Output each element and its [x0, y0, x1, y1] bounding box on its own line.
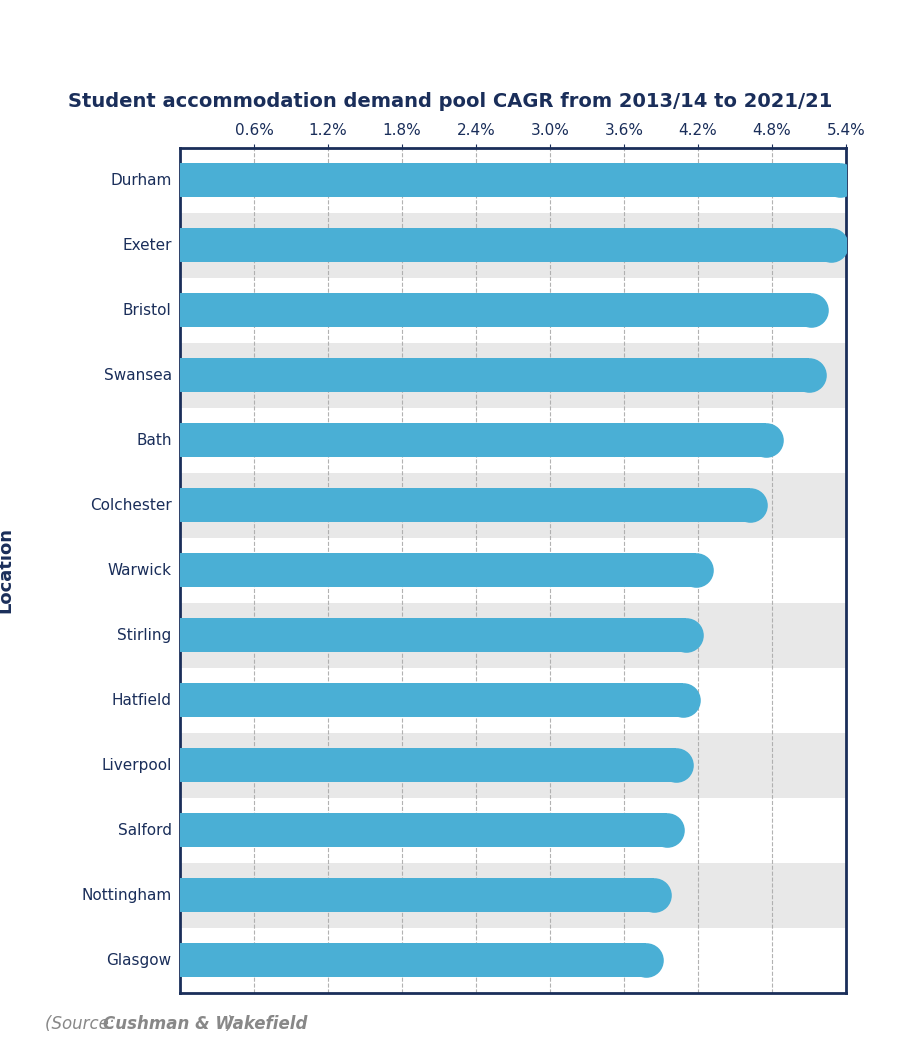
Bar — [180, 358, 809, 392]
Point — [639, 951, 653, 968]
Text: Student accommodation demand pool CAGR from 2013/14 to 2021/21: Student accommodation demand pool CAGR f… — [68, 92, 833, 111]
Bar — [180, 423, 766, 457]
Text: Cushman & Wakefield: Cushman & Wakefield — [104, 1015, 308, 1033]
Point — [679, 627, 693, 644]
Text: (Source:: (Source: — [45, 1015, 120, 1033]
Point — [759, 432, 773, 449]
Bar — [180, 603, 846, 667]
Point — [824, 237, 839, 253]
Bar — [180, 813, 667, 847]
Point — [676, 692, 690, 709]
Point — [669, 757, 683, 774]
Point — [832, 172, 847, 189]
Point — [688, 562, 703, 579]
Point — [805, 302, 819, 319]
Bar — [180, 683, 683, 717]
Bar — [180, 294, 812, 327]
Point — [660, 822, 674, 838]
Bar — [180, 619, 686, 653]
Text: ): ) — [227, 1015, 233, 1033]
Bar — [180, 488, 750, 522]
Bar — [180, 553, 696, 587]
Bar — [180, 343, 846, 408]
Point — [802, 366, 816, 383]
Bar — [180, 879, 653, 912]
Bar — [180, 733, 846, 797]
Bar — [180, 749, 676, 782]
Bar — [180, 213, 846, 278]
Bar — [180, 164, 840, 197]
Point — [646, 887, 661, 904]
Bar — [180, 943, 646, 977]
Point — [742, 496, 757, 513]
Y-axis label: Location: Location — [0, 527, 14, 614]
Bar — [180, 473, 846, 538]
Bar — [180, 228, 832, 262]
Bar — [180, 863, 846, 927]
